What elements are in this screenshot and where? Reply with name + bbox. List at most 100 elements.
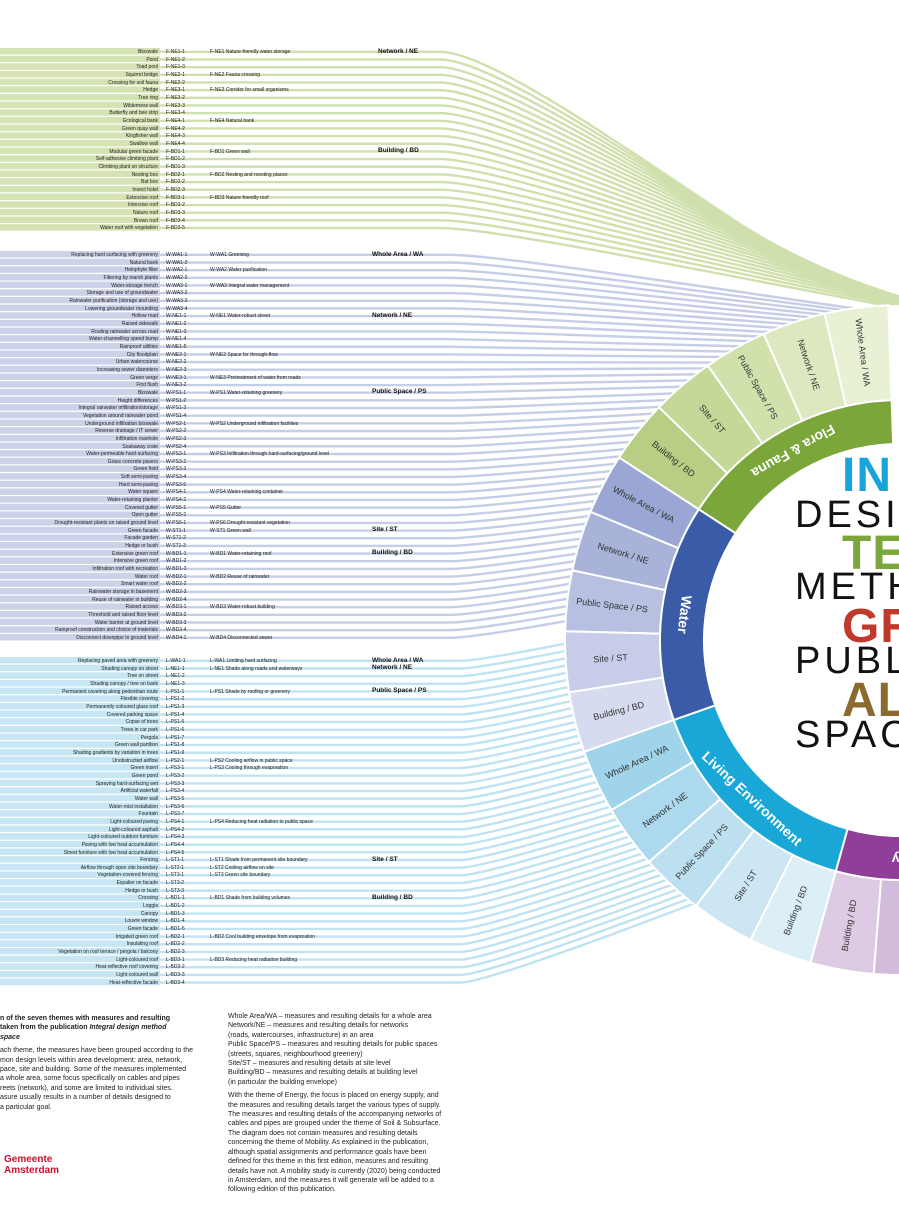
theme-segment [697, 399, 895, 535]
measure-row: Water square [0, 488, 158, 496]
measure-strip [0, 185, 160, 193]
measure-name: Rainproof utilities [119, 343, 158, 350]
sub-measure-label: L-PS2 Cooling airflow in public space [210, 757, 293, 764]
measure-code: F-NE1-3 [166, 64, 185, 71]
measure-row: Light-coloured outdoor furniture [0, 833, 158, 841]
measure-code: W-WA2-2 [166, 274, 188, 281]
measure-name: Urban watercourse [115, 359, 158, 366]
measure-name: Light-coloured outdoor furniture [88, 834, 158, 841]
footer-line: asure usually results in a number of det… [0, 1094, 171, 1102]
measure-strip [0, 741, 160, 748]
measure-strip [0, 273, 160, 281]
measure-name: Ecological bank [122, 117, 158, 124]
footer-left-line: taken from the publication [0, 1024, 88, 1032]
measure-row: Pergola [0, 734, 158, 742]
measure-code: W-NE1-2 [166, 320, 187, 327]
measure-strip [0, 496, 160, 503]
measure-code: W-NE2-1 [166, 351, 187, 358]
measure-strip [0, 825, 160, 832]
measure-strip [0, 932, 160, 940]
measure-row: Paving with low heat accumulation [0, 841, 158, 849]
title-line: DESI [795, 494, 899, 536]
measure-name: Nature roof [132, 209, 158, 216]
measure-code: L-PS3-5 [166, 795, 185, 802]
measure-strip [0, 787, 160, 794]
connector-line [160, 196, 899, 303]
measure-row: Insect hotel [0, 186, 158, 194]
measure-name: Rainproof construction and choice of mat… [55, 627, 158, 634]
sub-measure-label: W-ST1 Green wall [210, 527, 251, 534]
measure-row: Wilderness wall [0, 102, 158, 110]
measure-row: Insulating roof [0, 940, 158, 948]
measure-name: Hedge or bush [125, 887, 158, 894]
measure-name: Hard semi-paving [118, 481, 158, 488]
measure-code: L-ST3-1 [166, 872, 185, 879]
footer-line: Public Space/PS – measures and resulting… [228, 1041, 438, 1049]
measure-code: W-BD3-1 [166, 604, 187, 611]
measure-strip [0, 748, 160, 756]
measure-strip [0, 139, 160, 147]
measure-row: Shading gradients by variation in trees [0, 749, 158, 757]
measure-row: Heat-reflective facade [0, 979, 158, 987]
theme-label: ility [891, 851, 899, 867]
measure-name: Extensive green roof [112, 550, 158, 557]
measure-row: Water-channelling speed bump [0, 335, 158, 343]
measure-code: W-PS2-2 [166, 428, 187, 435]
measure-code: F-BD3-2 [166, 202, 185, 209]
connector-line [160, 157, 899, 298]
measure-code: L-PS1-2 [166, 696, 185, 703]
measure-strip [0, 266, 160, 273]
measure-code: L-ST3-3 [166, 887, 185, 894]
measure-code: W-NE1-1 [166, 313, 187, 320]
measure-strip [0, 733, 160, 741]
connector-line [160, 127, 899, 299]
connector-line [160, 268, 899, 322]
measure-name: Rainwater storage in basement [88, 589, 158, 596]
measure-row: Hedge [0, 86, 158, 94]
connector-line [160, 322, 899, 345]
measure-code: L-PS1-3 [166, 703, 185, 710]
sub-measure-label: L-ST2 Cooling airflow on site [210, 864, 274, 871]
measure-name: Hedge [143, 87, 158, 94]
measure-row: Helophyte filter [0, 266, 158, 274]
sub-measure-label: W-WA3 Integral water management [210, 282, 290, 289]
measure-row: Light-coloured asphalt [0, 826, 158, 834]
measure-code: L-PS1-8 [166, 742, 185, 749]
measure-name: Water-retaining planter [107, 497, 158, 504]
measure-code: W-WA3-4 [166, 305, 188, 312]
measure-code: W-PS1-4 [166, 412, 187, 419]
measure-code: L-BD2-1 [166, 933, 185, 940]
measure-strip [0, 411, 160, 419]
sub-measure-label: F-NE1 Nature-friendly water storage [210, 49, 291, 55]
measure-strip [0, 565, 160, 572]
footer-right: Whole Area/WA – measures and resulting d… [228, 1012, 468, 1199]
measure-strip [0, 917, 160, 924]
measure-row: Kingfisher wall [0, 132, 158, 140]
measure-name: Soft semi-paving [120, 474, 158, 481]
measure-row: Infiltration roof with recreation [0, 565, 158, 573]
measure-strip [0, 434, 160, 442]
measure-code: W-BD3-4 [166, 627, 187, 634]
measure-code: W-BD1-1 [166, 550, 187, 557]
measure-code: W-ST1-1 [166, 527, 186, 534]
footer-left-publication: Integral design method [89, 1024, 167, 1032]
measure-row: Bioswale [0, 48, 158, 56]
measure-strip [0, 101, 160, 109]
measure-name: Water wall [134, 795, 158, 802]
measure-code: L-BD1-5 [166, 926, 185, 933]
footer-line: mon design levels within area developmen… [0, 1056, 183, 1064]
footer-line: a whole area, some focus specifically on… [0, 1075, 180, 1083]
measure-row: Airflow through open site boundary [0, 864, 158, 872]
measure-strip [0, 116, 160, 124]
measure-name: Green field [133, 466, 158, 473]
measure-name: Threshold and raised floor level [88, 612, 158, 619]
sub-measure-label: W-BD1 Water-retaining roof [210, 550, 272, 557]
measure-name: Brown roof [133, 217, 158, 224]
title-line: AL [842, 674, 899, 727]
measure-row: Threshold and raised floor level [0, 611, 158, 619]
sub-measure-label: W-NE3 Pretreatment of water from roads [210, 374, 301, 381]
measure-code: L-BD3-4 [166, 979, 185, 986]
title-line: METH [795, 566, 899, 608]
measure-strip [0, 373, 160, 381]
measure-row: Replacing hard surfacing with greenery [0, 251, 158, 259]
